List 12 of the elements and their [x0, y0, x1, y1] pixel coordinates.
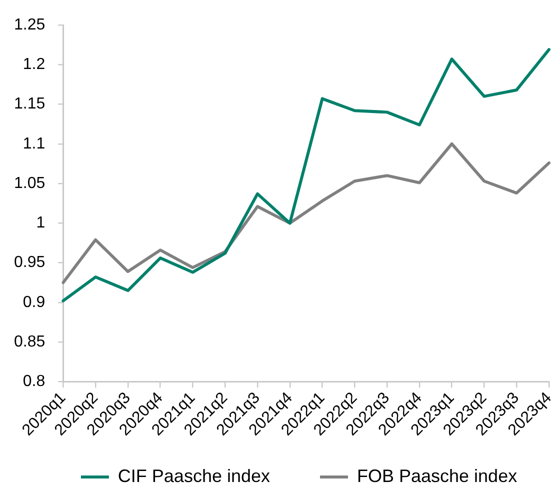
y-tick-label: 1.25 — [14, 16, 46, 34]
y-tick-label: 1.05 — [14, 174, 46, 192]
y-tick-label: 1.2 — [22, 56, 46, 74]
y-tick-label: 0.8 — [22, 373, 46, 390]
y-tick-label: 0.95 — [14, 254, 46, 272]
y-tick-label: 1 — [36, 214, 46, 232]
y-tick-label: 0.9 — [22, 294, 46, 311]
y-tick-label: 1.1 — [22, 135, 46, 152]
y-tick-label: 1.15 — [14, 96, 46, 113]
legend-label: FOB Paasche index — [356, 466, 518, 486]
legend-label: CIF Paasche index — [118, 466, 270, 486]
y-tick-label: 0.85 — [14, 333, 46, 350]
